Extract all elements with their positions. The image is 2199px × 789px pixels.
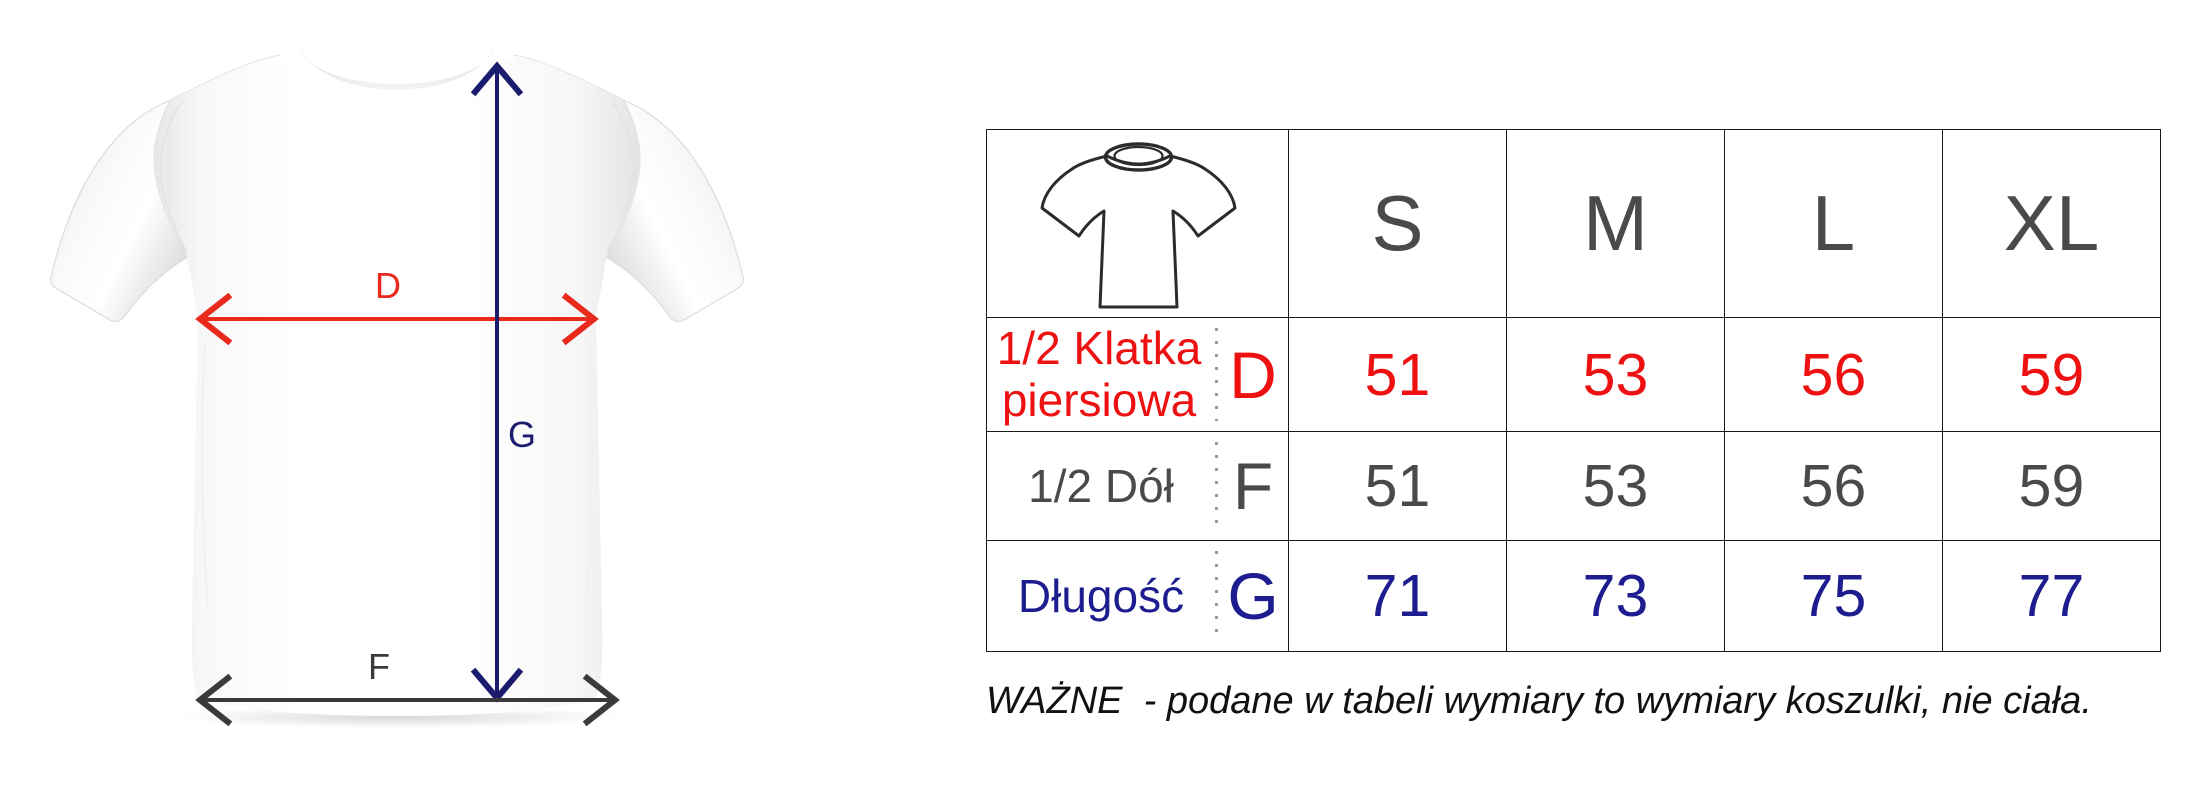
svg-text:G: G <box>508 414 536 455</box>
svg-text:F: F <box>368 646 390 687</box>
svg-text:D: D <box>375 265 401 306</box>
